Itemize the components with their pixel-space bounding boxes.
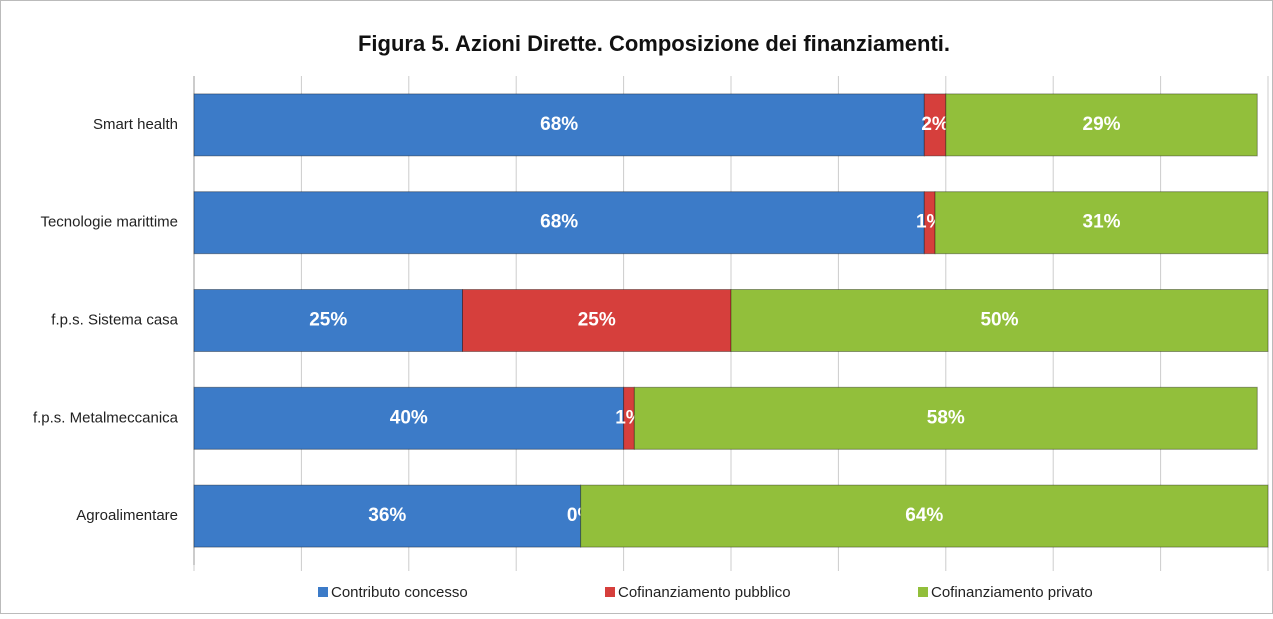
legend-swatch <box>918 587 928 597</box>
bar-segment <box>462 289 732 352</box>
bar-segment <box>945 93 1258 157</box>
data-label: 25% <box>578 310 616 331</box>
legend-label: Cofinanziamento pubblico <box>618 584 791 601</box>
legend-swatch <box>318 587 328 597</box>
bar-segment <box>193 386 625 450</box>
bar-segment <box>623 386 635 450</box>
data-label: 31% <box>1083 212 1121 233</box>
bar-segment <box>193 93 925 157</box>
data-label: 68% <box>540 114 578 135</box>
data-label: 58% <box>927 407 965 428</box>
legend-label: Cofinanziamento privato <box>931 584 1093 601</box>
chart-title: Figura 5. Azioni Dirette. Composizione d… <box>358 31 950 56</box>
bar-segment <box>193 289 463 352</box>
data-label: 50% <box>980 310 1018 331</box>
data-label: 2% <box>921 114 949 135</box>
bar-segment <box>580 484 1269 548</box>
y-tick-label: Smart health <box>93 116 178 133</box>
data-label: 25% <box>309 310 347 331</box>
y-tick-label: Tecnologie marittime <box>40 214 178 231</box>
y-tick-label: f.p.s. Metalmeccanica <box>33 409 179 426</box>
legend-label: Contributo concesso <box>331 584 468 601</box>
data-label: 40% <box>390 407 428 428</box>
bar-segment <box>633 386 1258 450</box>
bar-segment <box>730 289 1269 352</box>
y-tick-label: Agroalimentare <box>76 507 178 524</box>
data-label: 68% <box>540 212 578 233</box>
y-tick-label: f.p.s. Sistema casa <box>51 311 178 328</box>
bar-segment <box>934 191 1269 255</box>
data-label: 29% <box>1083 114 1121 135</box>
legend-swatch <box>605 587 615 597</box>
data-label: 64% <box>905 505 943 526</box>
bar-segment <box>193 191 925 255</box>
bar-segment <box>193 484 582 548</box>
data-label: 36% <box>368 505 406 526</box>
